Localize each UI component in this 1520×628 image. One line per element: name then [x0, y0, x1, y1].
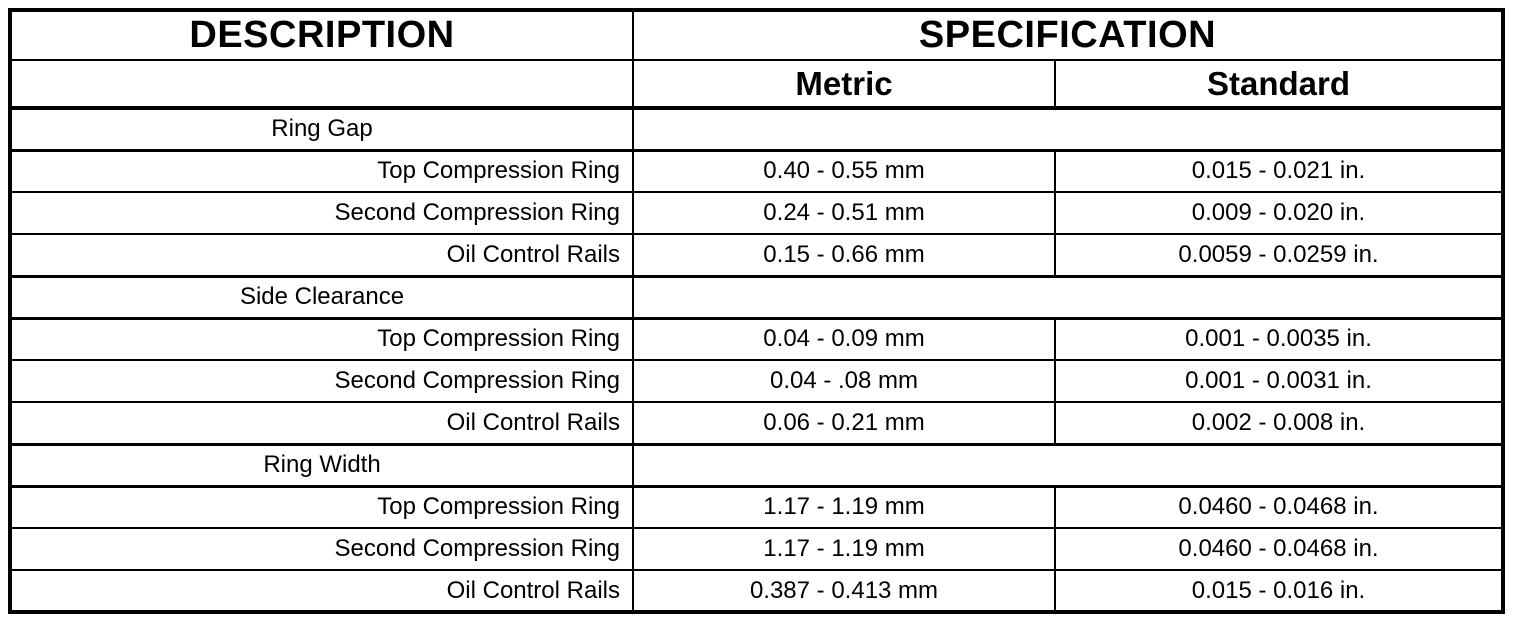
table-row: Top Compression Ring 0.40 - 0.55 mm 0.01…: [9, 149, 1504, 193]
header-row-main: DESCRIPTION SPECIFICATION: [9, 9, 1504, 61]
description-cell: Oil Control Rails: [9, 401, 634, 445]
section-row-ring-gap: Ring Gap: [9, 106, 1504, 152]
section-label: Side Clearance: [9, 274, 634, 320]
metric-value-cell: 0.40 - 0.55 mm: [632, 149, 1056, 193]
description-cell: Second Compression Ring: [9, 191, 634, 235]
table-row: Oil Control Rails 0.387 - 0.413 mm 0.015…: [9, 569, 1504, 613]
metric-value-cell: 0.15 - 0.66 mm: [632, 233, 1056, 277]
description-cell: Second Compression Ring: [9, 359, 634, 403]
metric-value-cell: 1.17 - 1.19 mm: [632, 527, 1056, 571]
standard-value-cell: 0.0460 - 0.0468 in.: [1054, 485, 1504, 529]
metric-value-cell: 1.17 - 1.19 mm: [632, 485, 1056, 529]
section-spec-empty-cell: [632, 274, 1504, 320]
standard-column-header: Standard: [1054, 59, 1504, 110]
table-row: Oil Control Rails 0.06 - 0.21 mm 0.002 -…: [9, 401, 1504, 445]
metric-value-cell: 0.04 - 0.09 mm: [632, 317, 1056, 361]
description-cell: Oil Control Rails: [9, 569, 634, 613]
standard-value-cell: 0.001 - 0.0035 in.: [1054, 317, 1504, 361]
specification-column-header: SPECIFICATION: [632, 9, 1504, 61]
standard-value-cell: 0.015 - 0.016 in.: [1054, 569, 1504, 613]
table-row: Second Compression Ring 0.24 - 0.51 mm 0…: [9, 191, 1504, 235]
section-label: Ring Width: [9, 442, 634, 488]
metric-value-cell: 0.387 - 0.413 mm: [632, 569, 1056, 613]
standard-value-cell: 0.0460 - 0.0468 in.: [1054, 527, 1504, 571]
metric-column-header: Metric: [632, 59, 1056, 110]
description-cell: Oil Control Rails: [9, 233, 634, 277]
table-row: Oil Control Rails 0.15 - 0.66 mm 0.0059 …: [9, 233, 1504, 277]
description-column-header: DESCRIPTION: [9, 9, 634, 61]
metric-value-cell: 0.24 - 0.51 mm: [632, 191, 1056, 235]
table-row: Second Compression Ring 1.17 - 1.19 mm 0…: [9, 527, 1504, 571]
standard-value-cell: 0.015 - 0.021 in.: [1054, 149, 1504, 193]
metric-value-cell: 0.06 - 0.21 mm: [632, 401, 1056, 445]
table-row: Top Compression Ring 0.04 - 0.09 mm 0.00…: [9, 317, 1504, 361]
piston-ring-spec-table: DESCRIPTION SPECIFICATION Metric Standar…: [8, 8, 1505, 614]
description-cell: Top Compression Ring: [9, 485, 634, 529]
section-row-ring-width: Ring Width: [9, 442, 1504, 488]
standard-value-cell: 0.0059 - 0.0259 in.: [1054, 233, 1504, 277]
table-row: Second Compression Ring 0.04 - .08 mm 0.…: [9, 359, 1504, 403]
section-label: Ring Gap: [9, 106, 634, 152]
standard-value-cell: 0.002 - 0.008 in.: [1054, 401, 1504, 445]
description-cell: Top Compression Ring: [9, 149, 634, 193]
description-cell: Top Compression Ring: [9, 317, 634, 361]
section-row-side-clearance: Side Clearance: [9, 274, 1504, 320]
standard-value-cell: 0.009 - 0.020 in.: [1054, 191, 1504, 235]
section-spec-empty-cell: [632, 106, 1504, 152]
description-cell: Second Compression Ring: [9, 527, 634, 571]
table-row: Top Compression Ring 1.17 - 1.19 mm 0.04…: [9, 485, 1504, 529]
header-row-sub: Metric Standard: [9, 59, 1504, 110]
section-spec-empty-cell: [632, 442, 1504, 488]
empty-header-cell: [9, 59, 634, 110]
metric-value-cell: 0.04 - .08 mm: [632, 359, 1056, 403]
standard-value-cell: 0.001 - 0.0031 in.: [1054, 359, 1504, 403]
